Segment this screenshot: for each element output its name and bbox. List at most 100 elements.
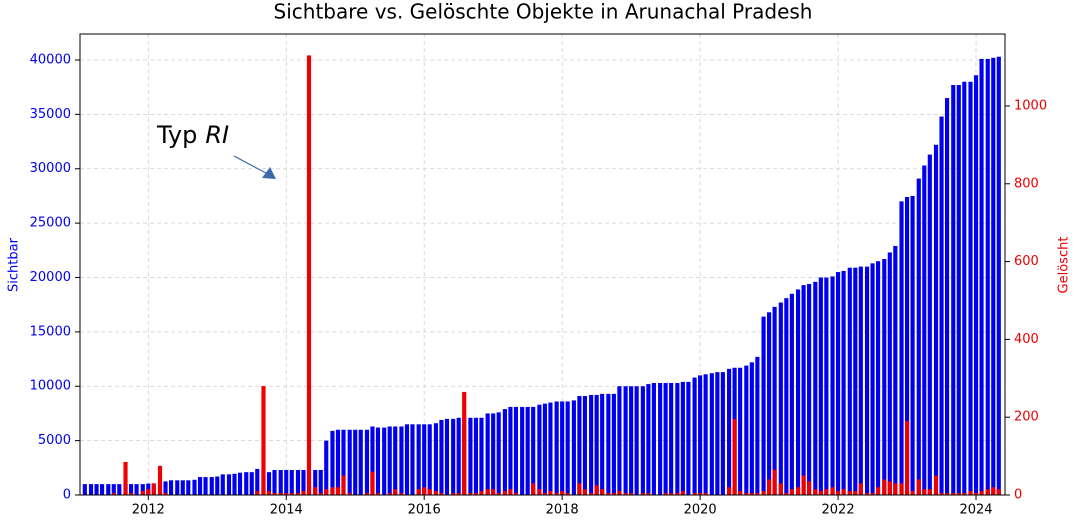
bar bbox=[168, 480, 174, 495]
bar bbox=[646, 493, 651, 495]
bar bbox=[324, 440, 329, 495]
bar bbox=[703, 493, 708, 495]
bar bbox=[301, 491, 306, 495]
bar bbox=[284, 469, 289, 495]
y-tick-label: 40000 bbox=[30, 52, 71, 67]
bar bbox=[404, 424, 410, 495]
bar bbox=[944, 493, 950, 495]
bar bbox=[203, 477, 208, 495]
bar bbox=[968, 491, 973, 495]
bar bbox=[370, 426, 375, 495]
bar bbox=[456, 417, 461, 495]
bar bbox=[927, 154, 932, 496]
bar bbox=[669, 382, 674, 495]
bar bbox=[589, 394, 594, 495]
bar bbox=[611, 493, 616, 495]
bar bbox=[560, 491, 565, 495]
bar bbox=[778, 483, 783, 495]
bar bbox=[255, 491, 260, 495]
bar bbox=[589, 493, 594, 495]
bar bbox=[358, 429, 363, 495]
bar bbox=[491, 489, 496, 495]
bar bbox=[128, 484, 134, 495]
y-tick-label: 10000 bbox=[30, 379, 71, 394]
bar bbox=[508, 406, 513, 495]
bar bbox=[531, 483, 536, 495]
bar bbox=[824, 277, 829, 495]
bar bbox=[537, 404, 542, 495]
y2-axis-label: Gelöscht bbox=[1057, 237, 1072, 294]
bar bbox=[939, 493, 944, 495]
bar bbox=[904, 197, 910, 495]
bar bbox=[893, 245, 898, 495]
bar bbox=[732, 419, 737, 495]
bar bbox=[468, 417, 473, 495]
bar bbox=[893, 483, 898, 495]
y2-tick-label: 800 bbox=[1014, 176, 1039, 191]
bar bbox=[968, 81, 973, 495]
bar bbox=[996, 489, 1001, 495]
bar bbox=[640, 493, 645, 495]
bar bbox=[393, 489, 398, 495]
bar bbox=[692, 377, 697, 495]
bar bbox=[335, 429, 341, 495]
bar bbox=[479, 491, 484, 495]
x-tick-label: 2024 bbox=[959, 503, 992, 518]
bar bbox=[962, 81, 967, 495]
bar bbox=[789, 489, 794, 495]
y2-tick-label: 200 bbox=[1014, 410, 1039, 425]
bar bbox=[232, 473, 237, 495]
bar bbox=[289, 469, 294, 495]
bar bbox=[313, 487, 318, 495]
bar bbox=[870, 263, 875, 495]
bar bbox=[382, 427, 387, 495]
bar bbox=[818, 491, 823, 495]
y-tick-label: 30000 bbox=[30, 161, 71, 176]
bar bbox=[663, 382, 668, 495]
bar bbox=[663, 493, 668, 495]
bar bbox=[870, 493, 875, 495]
bar bbox=[341, 475, 346, 495]
x-tick-label: 2020 bbox=[684, 503, 717, 518]
bar bbox=[882, 259, 887, 495]
bar bbox=[244, 472, 249, 495]
bar bbox=[847, 491, 852, 495]
bar bbox=[117, 484, 122, 495]
bar bbox=[134, 484, 139, 495]
bar bbox=[456, 493, 461, 495]
bar bbox=[485, 413, 490, 495]
bar bbox=[306, 55, 312, 495]
bar bbox=[192, 479, 197, 495]
bar bbox=[772, 469, 777, 495]
bar bbox=[364, 429, 370, 495]
bar bbox=[295, 469, 301, 495]
y2-tick-label: 400 bbox=[1014, 332, 1039, 347]
bar bbox=[629, 386, 634, 495]
y-tick-label: 15000 bbox=[30, 324, 71, 339]
bar bbox=[330, 487, 335, 495]
bar bbox=[933, 475, 939, 495]
bar bbox=[370, 471, 375, 495]
bar bbox=[675, 382, 680, 495]
bar bbox=[347, 429, 352, 495]
bar bbox=[698, 375, 703, 495]
bar bbox=[347, 493, 352, 495]
bar bbox=[658, 382, 663, 495]
bar bbox=[858, 266, 863, 495]
bar bbox=[939, 116, 944, 495]
bar bbox=[916, 178, 921, 495]
bar bbox=[830, 487, 835, 495]
bar bbox=[548, 491, 553, 495]
bar bbox=[451, 493, 456, 495]
bar bbox=[513, 493, 519, 495]
bar bbox=[186, 480, 191, 495]
bar bbox=[629, 493, 634, 495]
bar bbox=[951, 85, 956, 496]
bar bbox=[140, 491, 145, 495]
y-tick-label: 25000 bbox=[30, 216, 71, 231]
bar bbox=[266, 491, 272, 495]
bar bbox=[922, 165, 927, 495]
bar bbox=[520, 406, 525, 495]
bar bbox=[375, 427, 381, 495]
bar bbox=[594, 485, 599, 495]
